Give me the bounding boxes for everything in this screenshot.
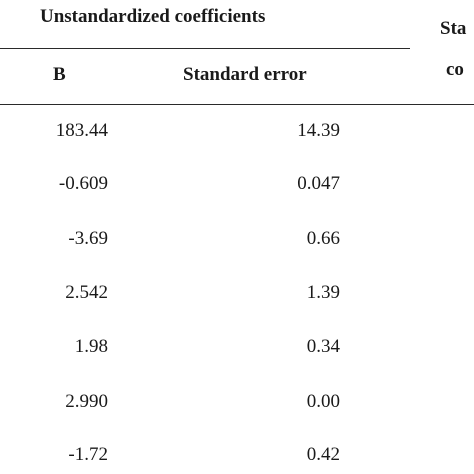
column-header-standard-error: Standard error	[183, 64, 307, 85]
column-header-b: B	[53, 64, 66, 85]
cell-b: -1.72	[68, 444, 108, 465]
cell-standard-error: 0.00	[306, 391, 340, 412]
standardized-coefficients-header-partial-line1: Sta	[440, 18, 467, 39]
cell-standard-error: 0.66	[306, 228, 340, 249]
cell-b: -3.69	[68, 228, 108, 249]
cell-b: 183.44	[55, 120, 108, 141]
cell-standard-error: 0.42	[306, 444, 340, 465]
cell-b: 1.98	[74, 336, 108, 357]
column-header-rule	[0, 104, 474, 105]
cell-standard-error: 14.39	[297, 120, 340, 141]
cell-b: -0.609	[58, 173, 108, 194]
cell-b: 2.542	[65, 282, 108, 303]
cell-b: 2.990	[65, 391, 108, 412]
cell-standard-error: 0.34	[306, 336, 340, 357]
group-header-rule	[0, 48, 410, 49]
unstandardized-coefficients-header: Unstandardized coefficients	[40, 6, 266, 27]
cell-standard-error: 1.39	[306, 282, 340, 303]
standardized-coefficients-header-partial-line2: co	[446, 59, 464, 80]
cell-standard-error: 0.047	[297, 173, 340, 194]
